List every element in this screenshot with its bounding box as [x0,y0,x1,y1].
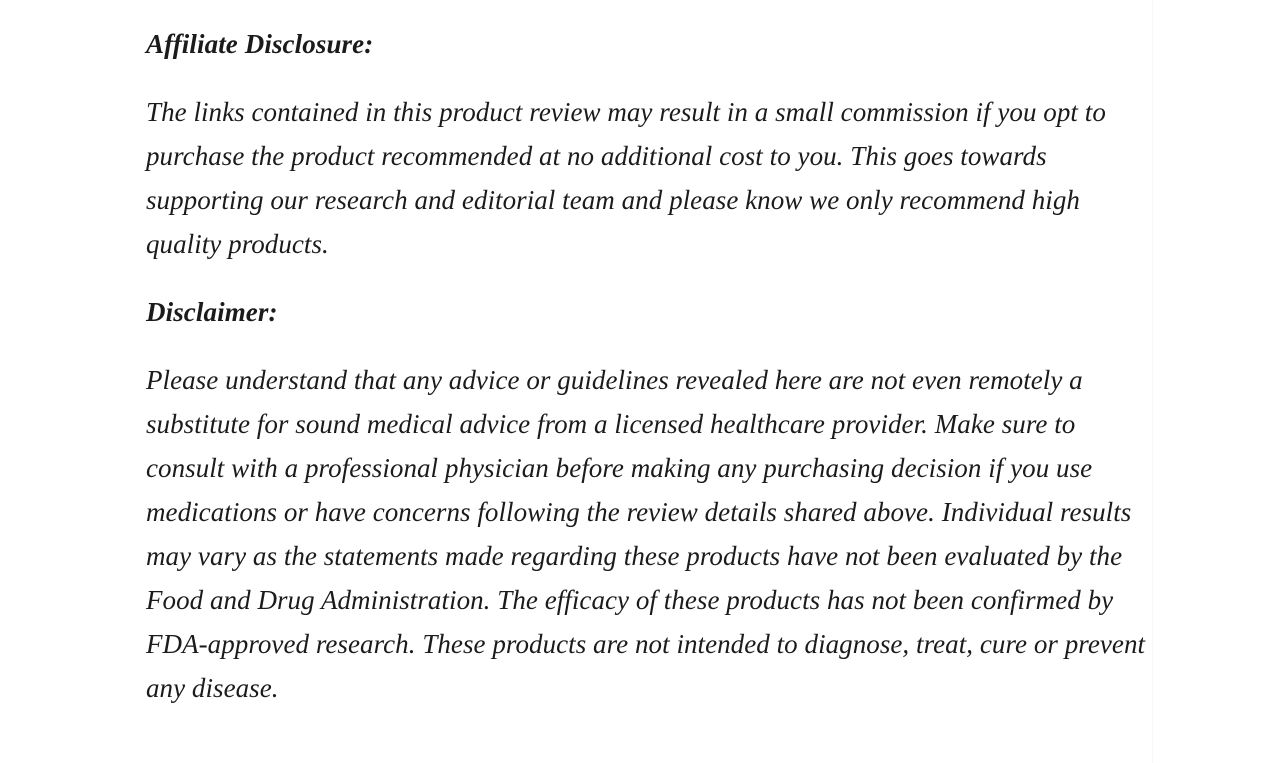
affiliate-disclosure-text: The links contained in this product revi… [146,97,1106,259]
affiliate-disclosure-heading: Affiliate Disclosure: [146,29,374,59]
disclaimer-text: Please understand that any advice or gui… [146,365,1146,703]
content-column-edge [1152,0,1153,763]
document-content-column: Affiliate Disclosure: The links containe… [146,0,1152,710]
document-page: Affiliate Disclosure: The links containe… [146,0,1152,710]
disclaimer-heading: Disclaimer: [146,297,278,327]
